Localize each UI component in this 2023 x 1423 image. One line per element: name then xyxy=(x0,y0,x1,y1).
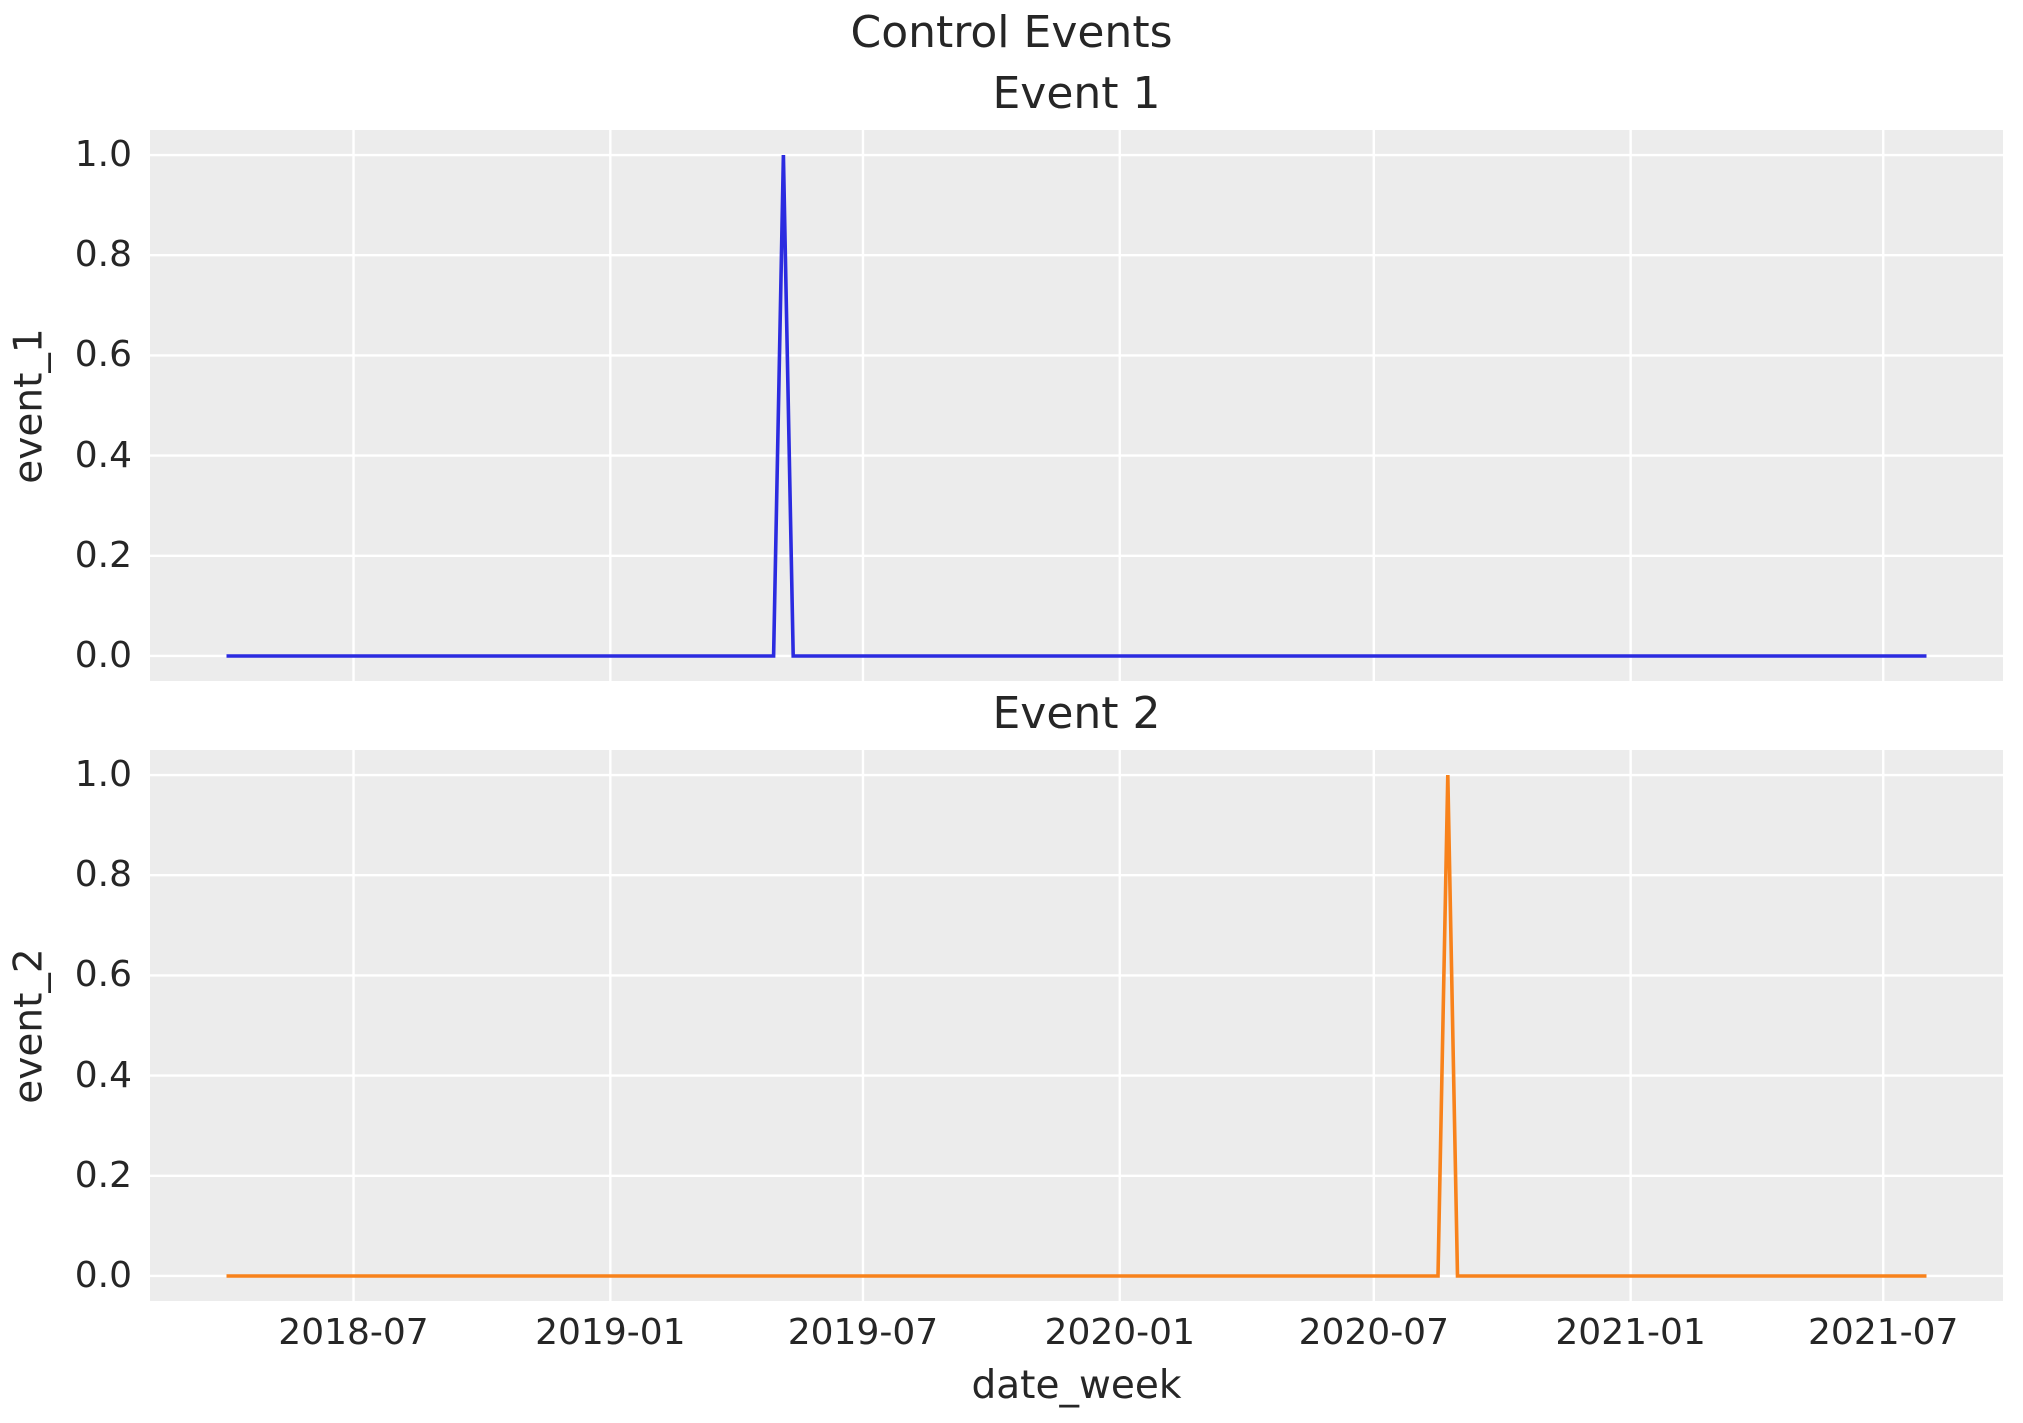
y-tick-label: 0.4 xyxy=(74,1054,132,1096)
y-tick-label: 0.6 xyxy=(74,334,132,376)
x-tick-label: 2019-07 xyxy=(787,1312,939,1353)
event_1-line xyxy=(226,154,1927,658)
x-tick-label: 2021-07 xyxy=(1808,1312,1959,1353)
y-axis-label: event_2 xyxy=(6,947,52,1104)
y-tick-label: 0.4 xyxy=(74,434,132,476)
plot-canvas xyxy=(150,750,2003,1301)
x-tick-label: 2020-07 xyxy=(1298,1312,1449,1353)
y-tick-label: 0.6 xyxy=(74,954,132,996)
y-tick-label: 0.0 xyxy=(74,634,132,676)
x-tick-label: 2019-01 xyxy=(535,1312,686,1353)
x-axis-label: date_week xyxy=(971,1363,1182,1408)
x-tick-label: 2018-07 xyxy=(278,1312,429,1353)
y-tick-label: 0.8 xyxy=(74,854,132,896)
event_2-line xyxy=(226,774,1927,1278)
y-tick-label: 1.0 xyxy=(74,134,132,176)
y-tick-label: 0.2 xyxy=(74,534,132,576)
y-axis-label: event_1 xyxy=(6,327,52,484)
y-tick-label: 0.2 xyxy=(74,1154,132,1196)
subplot-title: Event 1 xyxy=(992,68,1161,119)
plot-canvas xyxy=(150,130,2003,681)
y-tick-label: 1.0 xyxy=(74,754,132,796)
x-tick-label: 2020-01 xyxy=(1044,1312,1195,1353)
figure-suptitle: Control Events xyxy=(850,7,1173,58)
plot-area xyxy=(150,130,2003,681)
subplot-title: Event 2 xyxy=(992,688,1161,739)
x-tick-label: 2021-01 xyxy=(1555,1312,1706,1353)
y-tick-label: 0.8 xyxy=(74,234,132,276)
y-tick-label: 0.0 xyxy=(74,1254,132,1296)
plot-area xyxy=(150,750,2003,1301)
